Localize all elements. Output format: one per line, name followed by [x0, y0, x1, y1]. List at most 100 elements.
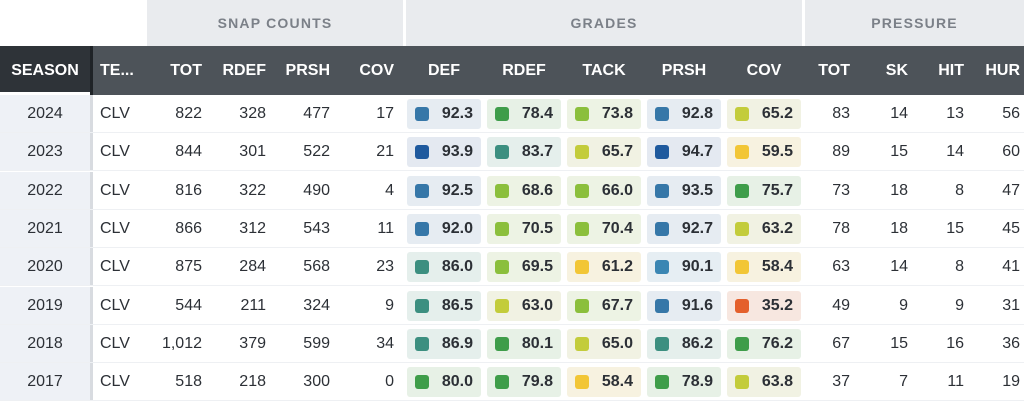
row-separator [0, 208, 1024, 210]
grade-badge-rdef: 79.8 [487, 367, 561, 398]
snap-rdef-cell: 379 [239, 334, 266, 352]
col-grade-tack[interactable]: TACK [582, 61, 626, 79]
grade-value: 66.0 [601, 181, 633, 199]
grade-color-swatch [655, 183, 669, 198]
snap-tot-cell: 816 [175, 181, 202, 199]
grade-badge-rdef: 78.4 [487, 99, 561, 129]
grade-badge-rdef: 63.0 [487, 290, 561, 321]
grade-color-swatch [495, 336, 509, 351]
season-cell-bg [0, 363, 90, 402]
table-row[interactable]: 2023 CLV 844 301 522 21 93.9 83.7 65.7 94.7 59.5 89… [0, 133, 1024, 172]
pressure-tot-cell: 83 [832, 105, 850, 122]
snap-cov-cell: 23 [376, 258, 394, 276]
grade-value: 65.0 [601, 334, 633, 352]
col-grade-def[interactable]: DEF [428, 61, 460, 79]
snap-tot-cell: 844 [175, 143, 202, 161]
grade-badge-tack: 58.4 [567, 367, 641, 398]
table-row[interactable]: 2017 CLV 518 218 300 0 80.0 79.8 58.4 78.9 63.8 37 7… [0, 363, 1024, 402]
column-divider [90, 209, 93, 248]
grade-badge-def: 92.5 [407, 175, 481, 206]
snap-prsh-cell: 490 [303, 181, 330, 199]
pressure-hit-cell: 13 [946, 105, 964, 122]
grade-badge-tack: 66.0 [567, 175, 641, 206]
snap-prsh-cell: 300 [303, 373, 330, 391]
grade-badge-prsh: 93.5 [647, 175, 721, 206]
col-prsh[interactable]: PRSH [285, 61, 330, 79]
season-cell: 2020 [27, 258, 63, 276]
grade-value: 86.5 [441, 296, 473, 314]
snap-rdef-cell: 284 [239, 258, 266, 276]
pressure-sk-cell: 14 [890, 105, 908, 122]
table-row[interactable]: 2021 CLV 866 312 543 11 92.0 70.5 70.4 92.7 63.2 78… [0, 209, 1024, 248]
grade-badge-def: 92.3 [407, 99, 481, 129]
grade-badge-prsh: 90.1 [647, 252, 721, 283]
snap-tot-cell: 518 [175, 373, 202, 391]
season-cell: 2022 [27, 181, 63, 199]
grade-badge-cov: 58.4 [727, 252, 801, 283]
col-rdef[interactable]: RDEF [222, 61, 266, 79]
pressure-hit-cell: 8 [955, 258, 964, 276]
pressure-sk-cell: 15 [890, 143, 908, 161]
season-cell: 2021 [27, 219, 63, 237]
snap-cov-cell: 34 [376, 334, 394, 352]
pressure-sk-cell: 18 [890, 181, 908, 199]
grade-color-swatch [735, 221, 749, 236]
row-separator [0, 323, 1024, 325]
pressure-hur-cell: 31 [1002, 296, 1020, 314]
grade-badge-tack: 70.4 [567, 213, 641, 244]
col-season[interactable]: SEASON [11, 61, 79, 79]
grade-badge-cov: 63.8 [727, 367, 801, 398]
table-header: SEASON TE... TOT RDEF PRSH COV DEF RDEF … [0, 46, 1024, 95]
col-pressure-hur[interactable]: HUR [985, 61, 1020, 79]
season-cell: 2019 [27, 296, 63, 314]
col-team[interactable]: TE... [100, 61, 134, 79]
grade-badge-prsh: 92.8 [647, 99, 721, 129]
row-separator [0, 285, 1024, 287]
col-grade-rdef[interactable]: RDEF [502, 61, 546, 79]
grade-color-swatch [415, 298, 429, 313]
grade-color-swatch [415, 375, 429, 390]
grade-color-swatch [655, 221, 669, 236]
grade-value: 61.2 [601, 258, 633, 276]
col-grade-cov[interactable]: COV [746, 61, 782, 79]
col-pressure-sk[interactable]: SK [885, 61, 908, 79]
col-tot[interactable]: TOT [170, 61, 202, 79]
pressure-tot-cell: 63 [832, 258, 850, 276]
snap-rdef-cell: 322 [239, 181, 266, 199]
grade-value: 65.2 [761, 105, 793, 122]
grade-color-swatch [655, 107, 669, 121]
grade-badge-prsh: 91.6 [647, 290, 721, 321]
grade-badge-prsh: 92.7 [647, 213, 721, 244]
snap-cov-cell: 4 [385, 181, 394, 199]
grade-value: 86.2 [681, 334, 713, 352]
grade-color-swatch [495, 375, 509, 390]
snap-cov-cell: 11 [377, 219, 394, 237]
col-cov[interactable]: COV [359, 61, 394, 79]
snap-rdef-cell: 218 [239, 373, 266, 391]
row-separator [0, 170, 1024, 172]
grade-value: 86.0 [441, 258, 473, 276]
pressure-hit-cell: 9 [955, 296, 964, 314]
table-row[interactable]: 2024 CLV 822 328 477 17 92.3 78.4 73.8 92.8 65.2 83… [0, 95, 1024, 133]
snap-tot-cell: 1,012 [161, 334, 202, 352]
grade-color-swatch [575, 221, 589, 236]
pressure-sk-cell: 9 [899, 296, 908, 314]
pressure-tot-cell: 49 [832, 296, 850, 314]
grade-badge-tack: 67.7 [567, 290, 641, 321]
col-pressure-tot[interactable]: TOT [818, 61, 850, 79]
season-cell-bg [0, 95, 90, 133]
table-row[interactable]: 2018 CLV 1,012 379 599 34 86.9 80.1 65.0 86.2 76.2… [0, 324, 1024, 363]
col-grade-prsh[interactable]: PRSH [661, 61, 707, 79]
grade-badge-def: 86.5 [407, 290, 481, 321]
col-pressure-hit[interactable]: HIT [938, 61, 964, 79]
grade-value: 78.4 [521, 105, 553, 122]
grade-value: 92.8 [681, 105, 713, 122]
snap-cov-cell: 0 [385, 373, 394, 391]
grade-color-swatch [415, 183, 429, 198]
column-group-header: SNAP COUNTS GRADES PRESSURE [0, 0, 1024, 46]
table-row[interactable]: 2022 CLV 816 322 490 4 92.5 68.6 66.0 93.5 75.7 73 1… [0, 171, 1024, 210]
grade-badge-tack: 73.8 [567, 99, 641, 129]
grade-badge-tack: 65.7 [567, 137, 641, 168]
table-row[interactable]: 2019 CLV 544 211 324 9 86.5 63.0 67.7 91.6 35.2 49 9… [0, 286, 1024, 325]
table-row[interactable]: 2020 CLV 875 284 568 23 86.0 69.5 61.2 90.1 58.4 63… [0, 248, 1024, 287]
